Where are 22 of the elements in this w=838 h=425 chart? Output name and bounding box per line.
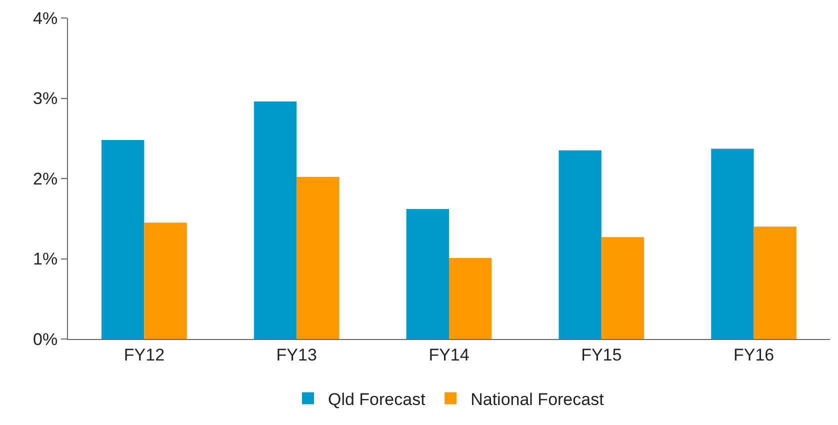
bar [754, 226, 796, 339]
x-tick-label: FY15 [581, 345, 622, 364]
bar [711, 148, 754, 339]
bar [296, 176, 340, 339]
bar [558, 150, 602, 339]
y-tick-label: 1% [33, 250, 58, 269]
bar [144, 222, 187, 339]
x-tick-label: FY14 [428, 345, 470, 364]
y-tick-label: 4% [33, 8, 58, 28]
bar [449, 258, 492, 339]
y-tick-label: 3% [33, 89, 58, 108]
bar [406, 209, 449, 339]
x-tick-label: FY13 [276, 345, 317, 364]
bar [601, 237, 644, 339]
legend-label: National Forecast [470, 390, 604, 409]
x-tick-label: FY12 [124, 345, 165, 364]
bar [254, 101, 297, 339]
legend-label: Qld Forecast [328, 390, 426, 409]
y-tick-label: 2% [33, 169, 58, 188]
x-tick-label: FY16 [733, 345, 774, 364]
y-tick-label: 0% [33, 330, 58, 349]
bar [102, 140, 144, 339]
